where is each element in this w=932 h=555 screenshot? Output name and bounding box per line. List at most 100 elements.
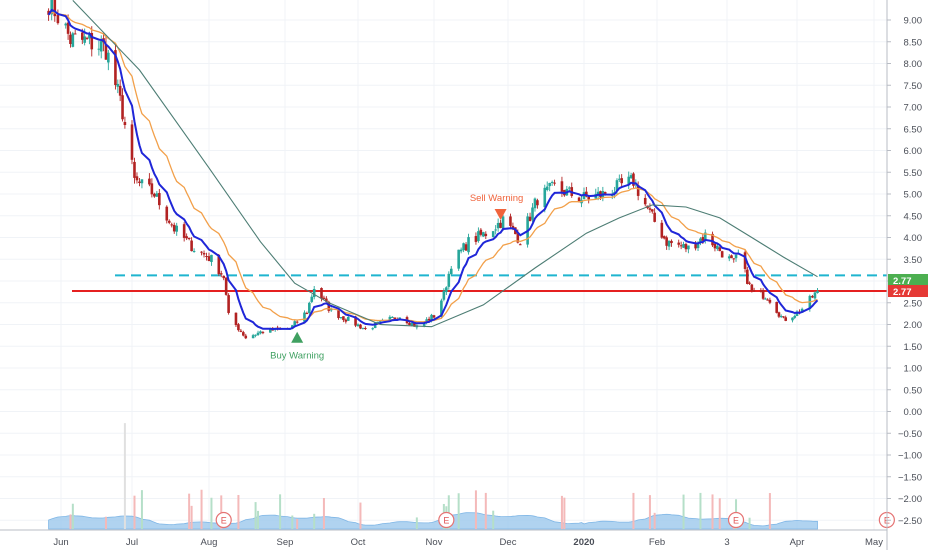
candle-body: [528, 216, 532, 222]
candle-body: [768, 299, 772, 303]
candle-body: [172, 224, 176, 232]
candle-body: [329, 309, 333, 311]
volume-bar: [748, 517, 751, 529]
last-price-tag: [888, 285, 928, 298]
candle-body: [732, 258, 736, 260]
candle-body: [123, 121, 127, 126]
volume-bar: [188, 493, 191, 529]
candle-body: [121, 95, 124, 120]
candle-body: [242, 332, 245, 336]
candle-body: [459, 249, 463, 252]
x-tick-label: Oct: [351, 537, 366, 548]
candle-body: [543, 187, 547, 208]
candle-body: [632, 173, 635, 186]
candle-body: [718, 247, 722, 252]
volume-bar: [718, 498, 721, 529]
buy-warning-label: Buy Warning: [270, 351, 324, 362]
volume-bar: [291, 515, 294, 529]
candle-body: [811, 296, 814, 298]
y-tick-label: −1.00: [898, 451, 922, 462]
candle-body: [118, 85, 122, 96]
candle-body: [516, 233, 520, 243]
y-tick-label: 2.00: [904, 320, 923, 331]
candle-body: [449, 268, 453, 275]
candle-body: [217, 254, 221, 275]
y-tick-label: 1.00: [904, 364, 923, 375]
candle-body: [85, 37, 89, 39]
candle-body: [378, 320, 382, 322]
volume-bar: [296, 518, 299, 529]
last-price-label: 2.77: [893, 276, 912, 287]
volume-bar: [220, 495, 223, 529]
candle-body: [474, 236, 478, 242]
candle-body: [207, 256, 211, 262]
candle-body: [339, 317, 343, 319]
earnings-marker-label: E: [443, 516, 449, 526]
candle-body: [479, 229, 483, 235]
candle-body: [388, 316, 392, 321]
y-tick-label: −2.00: [898, 494, 922, 505]
candle-body: [182, 224, 186, 238]
candle-body: [587, 196, 591, 200]
candle-body: [150, 183, 154, 195]
candle-body: [116, 83, 120, 87]
volume-bar: [415, 517, 418, 529]
candle-body: [73, 33, 77, 35]
candle-body: [703, 232, 707, 240]
candle-body: [295, 321, 299, 323]
volume-bar: [699, 492, 702, 529]
candle-body: [202, 252, 206, 255]
candle-body: [545, 186, 549, 191]
candle-body: [192, 250, 196, 252]
candle-body: [440, 300, 443, 317]
candle-body: [694, 244, 697, 249]
candle-body: [746, 269, 749, 284]
candle-body: [567, 187, 571, 189]
candle-body: [782, 316, 785, 318]
candle-body: [303, 312, 306, 322]
candle-body: [305, 312, 309, 314]
candle-body: [393, 317, 397, 320]
volume-bar: [322, 498, 325, 529]
candle-body: [312, 288, 316, 298]
candle-body: [254, 334, 257, 336]
candle-body: [499, 222, 502, 228]
candle-body: [752, 290, 756, 292]
candle-body: [494, 229, 497, 231]
candle-body: [577, 197, 581, 202]
y-tick-label: −2.50: [898, 516, 922, 527]
candle-body: [548, 182, 551, 187]
candle-body: [219, 273, 223, 275]
candle-body: [491, 231, 495, 238]
candle-body: [462, 243, 465, 251]
candle-body: [618, 178, 621, 180]
candle-body: [104, 43, 108, 60]
candle-body: [779, 316, 783, 318]
candle-body: [795, 311, 799, 317]
candle-body: [293, 321, 297, 326]
candle-body: [413, 323, 416, 327]
candle-body: [187, 237, 191, 240]
volume-bar: [133, 495, 136, 529]
volume-bar: [632, 492, 635, 529]
candle-body: [687, 245, 690, 250]
x-tick-label: Jun: [53, 537, 68, 548]
y-tick-label: −0.50: [898, 429, 922, 440]
candle-body: [784, 317, 788, 321]
candle-body: [759, 290, 763, 292]
candle-body: [356, 324, 360, 327]
candle-body: [533, 198, 537, 209]
candle-body: [244, 335, 248, 339]
candle-body: [371, 328, 375, 330]
volume-bar: [71, 503, 74, 529]
candle-body: [727, 256, 731, 259]
candle-body: [653, 212, 656, 222]
volume-bar: [563, 497, 566, 529]
candle-body: [531, 207, 534, 220]
y-tick-label: 6.00: [904, 146, 923, 157]
y-tick-label: 2.50: [904, 298, 923, 309]
volume-bar: [237, 494, 240, 529]
x-tick-label: Dec: [500, 537, 517, 548]
candle-body: [615, 180, 619, 191]
